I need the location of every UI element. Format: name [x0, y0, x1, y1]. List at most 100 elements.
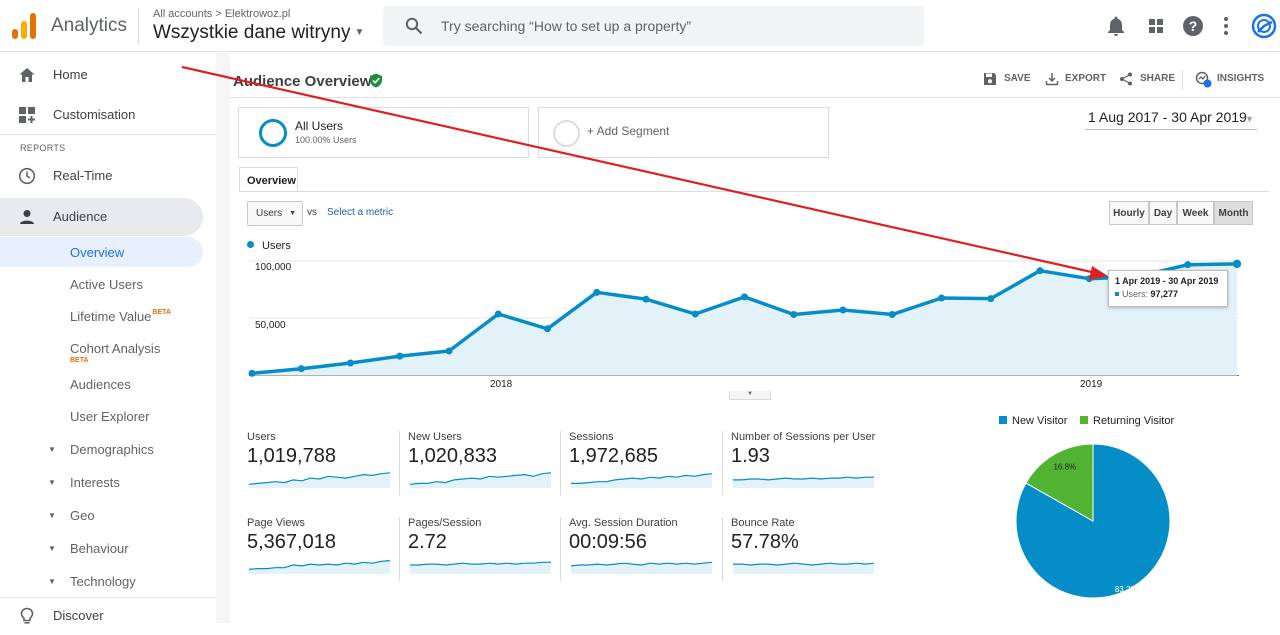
analytics-logo-icon[interactable] [12, 13, 36, 39]
sidebar-item-label: Customisation [53, 107, 136, 122]
kpi-card-users[interactable]: Users 1,019,788 [247, 431, 397, 496]
data-point-aug-2018[interactable] [839, 306, 847, 314]
sidebar-sub-geo[interactable]: ▼ Geo [0, 500, 203, 530]
kpi-card-number-of-sessions-per-user[interactable]: Number of Sessions per User 1.93 [731, 431, 881, 496]
sidebar-item-home[interactable]: Home [0, 56, 203, 94]
sidebar-sub-demographics[interactable]: ▼ Demographics [0, 434, 203, 464]
data-point-jul-2018[interactable] [790, 311, 798, 319]
data-point-dec-2017[interactable] [445, 347, 453, 355]
sidebar-item-audience[interactable]: Audience [0, 198, 203, 236]
data-point-oct-2017[interactable] [347, 359, 354, 367]
save-button[interactable]: SAVE [1004, 73, 1031, 84]
sparkline-line [733, 562, 875, 566]
export-button[interactable]: EXPORT [1065, 73, 1107, 84]
kpi-value: 00:09:56 [569, 531, 647, 553]
select-metric-link[interactable]: Select a metric [327, 207, 394, 218]
sidebar-sub-cohort-analysis[interactable]: Cohort Analysis BETA [0, 333, 203, 369]
data-point-aug-2017[interactable] [248, 369, 256, 377]
page-title: Audience Overview [233, 73, 372, 90]
sidebar-sub-behaviour[interactable]: ▼ Behaviour [0, 533, 203, 563]
segment-all-users[interactable]: All Users 100.00% Users [238, 107, 529, 158]
insights-button[interactable]: INSIGHTS [1217, 73, 1265, 84]
data-point-feb-2018[interactable] [544, 325, 551, 333]
pie-slice-returning-visitor[interactable] [1025, 443, 1094, 522]
data-point-nov-2017[interactable] [396, 352, 404, 360]
sidebar-sub-lifetime-value[interactable]: Lifetime ValueBETA [0, 301, 203, 331]
granularity-month-button[interactable]: Month [1214, 201, 1253, 225]
kpi-divider [399, 517, 400, 581]
data-point-mar-2018[interactable] [593, 288, 601, 296]
account-breadcrumb[interactable]: All accounts > Elektrowoz.pl [153, 8, 291, 20]
expand-arrow-icon: ▼ [48, 511, 56, 520]
data-point-jan-2018[interactable] [494, 310, 502, 318]
data-point-apr-2018[interactable] [642, 295, 650, 303]
metric-dropdown-value: Users [256, 208, 283, 219]
sidebar-sub-label: Interests [70, 475, 120, 490]
account-avatar-icon[interactable] [1251, 13, 1277, 39]
data-point-jan-2019[interactable] [1085, 275, 1093, 283]
kpi-card-bounce-rate[interactable]: Bounce Rate 57.78% [731, 517, 881, 582]
dashboard-icon [19, 107, 35, 123]
sidebar: Home Customisation REPORTS Real-Time Aud… [0, 53, 216, 624]
kpi-sparkline [570, 561, 713, 574]
sparkline-line [570, 561, 713, 567]
caret-down-icon[interactable]: ▼ [1245, 114, 1254, 124]
sidebar-sub-label: Demographics [70, 442, 154, 457]
data-point-dec-2018[interactable] [1036, 267, 1044, 275]
chart-collapse-handle[interactable]: ▼ [729, 391, 771, 400]
granularity-week-button[interactable]: Week [1177, 201, 1214, 225]
add-segment-button[interactable]: + Add Segment [538, 107, 829, 158]
data-point-may-2018[interactable] [691, 310, 699, 318]
sidebar-item-discover[interactable]: Discover [0, 597, 203, 635]
kpi-sparkline [571, 473, 713, 488]
more-vert-icon[interactable] [1214, 14, 1238, 38]
kpi-card-avg-session-duration[interactable]: Avg. Session Duration 00:09:56 [569, 517, 719, 582]
action-divider [1182, 71, 1183, 89]
data-point-oct-2018[interactable] [938, 294, 945, 302]
users-line-chart[interactable] [229, 253, 1259, 383]
expand-arrow-icon: ▼ [48, 445, 56, 454]
data-point-sep-2018[interactable] [888, 311, 896, 319]
home-icon [19, 68, 35, 82]
help-icon[interactable]: ? [1181, 14, 1205, 38]
search-bar[interactable] [383, 6, 924, 46]
share-button[interactable]: SHARE [1140, 73, 1176, 84]
date-range-picker[interactable]: 1 Aug 2017 - 30 Apr 2019 [1088, 109, 1247, 125]
export-icon [1045, 73, 1059, 86]
granularity-day-button[interactable]: Day [1149, 201, 1177, 225]
sidebar-sub-audiences[interactable]: Audiences [0, 369, 203, 399]
property-selector[interactable]: Wszystkie dane witryny ▼ [153, 22, 364, 44]
add-segment-label: + Add Segment [587, 124, 670, 138]
sidebar-item-customisation[interactable]: Customisation [0, 96, 203, 134]
metric-dropdown[interactable]: Users ▼ [247, 201, 303, 226]
kpi-card-pages-session[interactable]: Pages/Session 2.72 [408, 517, 558, 582]
kpi-sparkline [410, 561, 551, 574]
kpi-divider [722, 517, 723, 581]
sparkline-area [733, 563, 874, 574]
tab-overview[interactable]: Overview [239, 167, 298, 192]
kpi-card-new-users[interactable]: New Users 1,020,833 [408, 431, 558, 496]
data-point-apr-2019[interactable] [1232, 259, 1242, 269]
visitor-pie-chart[interactable]: 83.2% 16.8% [1015, 443, 1171, 599]
pie-value-label: 16.8% [1053, 463, 1076, 472]
sidebar-sub-active-users[interactable]: Active Users [0, 269, 203, 299]
kpi-card-sessions[interactable]: Sessions 1,972,685 [569, 431, 719, 496]
legend-swatch [1080, 416, 1088, 424]
data-point-sep-2017[interactable] [297, 365, 305, 373]
sidebar-item-realtime[interactable]: Real-Time [0, 157, 203, 195]
apps-grid-icon[interactable] [1144, 14, 1168, 38]
sidebar-sub-user-explorer[interactable]: User Explorer [0, 401, 203, 431]
data-point-mar-2019[interactable] [1184, 261, 1192, 269]
header-divider [138, 8, 139, 44]
kpi-card-page-views[interactable]: Page Views 5,367,018 [247, 517, 397, 582]
search-input[interactable] [441, 16, 901, 36]
granularity-hourly-button[interactable]: Hourly [1109, 201, 1149, 225]
data-point-jun-2018[interactable] [741, 293, 748, 301]
sidebar-sub-interests[interactable]: ▼ Interests [0, 467, 203, 497]
sidebar-sub-overview[interactable]: Overview [0, 237, 203, 267]
sidebar-sub-technology[interactable]: ▼ Technology [0, 566, 203, 596]
kpi-divider [560, 517, 561, 581]
data-point-nov-2018[interactable] [987, 295, 995, 303]
bell-icon[interactable] [1104, 14, 1128, 38]
person-icon [20, 210, 34, 224]
